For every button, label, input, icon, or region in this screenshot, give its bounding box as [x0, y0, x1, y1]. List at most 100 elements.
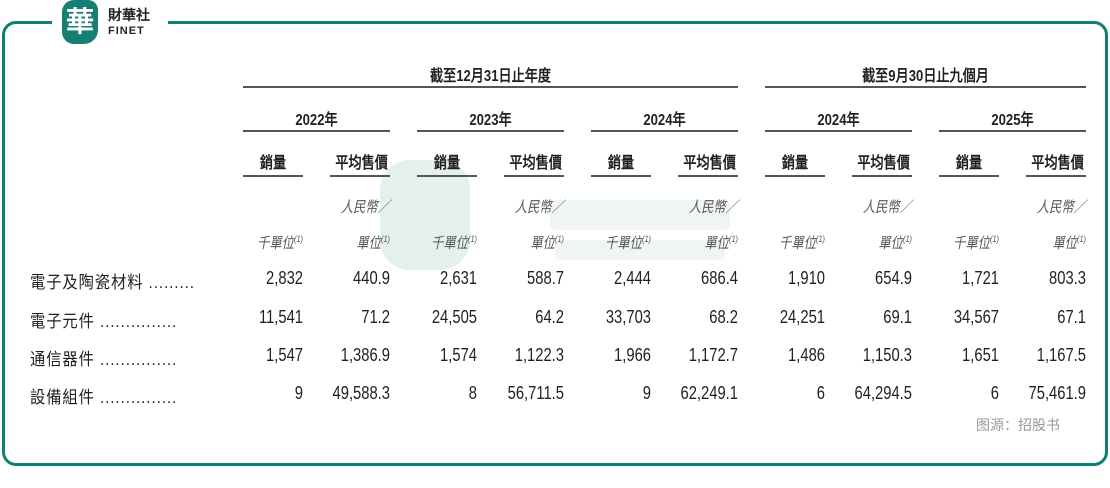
brand-name-zh: 財華社	[108, 7, 150, 23]
cell-value: 71.2	[361, 307, 390, 327]
rule	[852, 175, 912, 177]
cell-value: 1,966	[614, 345, 651, 365]
cell-value: 1,574	[440, 345, 477, 365]
footnote-marker: (1)	[989, 234, 999, 244]
cell-value: 686.4	[701, 268, 738, 288]
price-header: 平均售價	[509, 155, 562, 172]
cell-value: 1,122.3	[514, 345, 564, 365]
card-frame	[2, 21, 1108, 466]
volume-unit-text: 千單位	[257, 235, 294, 252]
rule	[330, 175, 390, 177]
cell-value: 9	[294, 383, 303, 403]
header-ninemonth: 截至9月30日止九個月	[862, 68, 989, 85]
volume-unit-text: 千單位	[779, 235, 816, 252]
volume-header: 銷量	[955, 155, 983, 172]
rule	[1026, 175, 1086, 177]
rule	[504, 175, 564, 177]
cell-value: 24,505	[431, 307, 477, 327]
footnote-marker: (1)	[467, 234, 477, 244]
footnote-marker: (1)	[641, 234, 651, 244]
cell-value: 67.1	[1057, 307, 1086, 327]
price-unit: 單位(1)	[672, 232, 738, 253]
rule	[765, 86, 1086, 88]
rule	[243, 175, 303, 177]
rule	[939, 130, 1086, 132]
rule	[417, 175, 477, 177]
year-header: 2022年	[295, 112, 338, 129]
cell-value: 6	[816, 383, 825, 403]
cell-value: 49,588.3	[332, 383, 390, 403]
volume-unit-text: 千單位	[953, 235, 990, 252]
price-unit: 單位(1)	[846, 232, 912, 253]
cell-value: 24,251	[779, 307, 825, 327]
cell-value: 56,711.5	[507, 383, 564, 403]
year-header: 2024年	[643, 112, 686, 129]
volume-header: 銷量	[259, 155, 287, 172]
footnote-marker: (1)	[815, 234, 825, 244]
cell-value: 6	[990, 383, 999, 403]
rule	[417, 130, 564, 132]
cell-value: 1,910	[788, 268, 825, 288]
cell-value: 75,461.9	[1028, 383, 1086, 403]
cell-value: 2,631	[440, 268, 477, 288]
price-unit-line1: 人民幣／	[340, 199, 390, 216]
rule	[243, 130, 390, 132]
rule	[765, 130, 912, 132]
source-note: 图源：招股书	[976, 417, 1060, 433]
price-unit: 單位(1)	[1020, 232, 1086, 253]
footnote-marker: (1)	[902, 234, 912, 244]
volume-header: 銷量	[781, 155, 809, 172]
price-header: 平均售價	[335, 155, 388, 172]
price-unit: 單位(1)	[498, 232, 564, 253]
footnote-marker: (1)	[728, 234, 738, 244]
row-label: 電子元件 ...............	[30, 312, 178, 331]
price-unit-text: 單位	[704, 235, 729, 252]
rule	[678, 175, 738, 177]
volume-unit: 千單位(1)	[254, 232, 303, 253]
price-unit-line1: 人民幣／	[1036, 199, 1086, 216]
watermark-logo-icon	[380, 160, 730, 270]
cell-value: 1,386.9	[340, 345, 390, 365]
volume-unit-text: 千單位	[605, 235, 642, 252]
cell-value: 11,541	[258, 307, 303, 327]
rule	[591, 130, 738, 132]
cell-value: 64.2	[535, 307, 564, 327]
footnote-marker: (1)	[293, 234, 303, 244]
price-unit-text: 單位	[878, 235, 903, 252]
rule	[591, 175, 651, 177]
volume-header: 銷量	[433, 155, 461, 172]
rule	[765, 175, 825, 177]
year-header: 2025年	[991, 112, 1034, 129]
finet-logo-icon: 華	[62, 0, 98, 44]
volume-header: 銷量	[607, 155, 635, 172]
cell-value: 1,547	[266, 345, 303, 365]
volume-unit-text: 千單位	[431, 235, 468, 252]
cell-value: 68.2	[709, 307, 738, 327]
year-header: 2024年	[817, 112, 860, 129]
price-unit-text: 單位	[530, 235, 555, 252]
row-label: 通信器件 ...............	[30, 350, 178, 369]
cell-value: 8	[468, 383, 477, 403]
cell-value: 1,167.5	[1036, 345, 1086, 365]
cell-value: 64,294.5	[854, 383, 912, 403]
volume-unit: 千單位(1)	[950, 232, 999, 253]
header-annual: 截至12月31日止年度	[429, 68, 552, 85]
cell-value: 440.9	[353, 268, 390, 288]
cell-value: 1,721	[962, 268, 999, 288]
price-header: 平均售價	[1031, 155, 1084, 172]
year-header: 2023年	[469, 112, 512, 129]
rule	[243, 86, 738, 88]
volume-unit: 千單位(1)	[428, 232, 477, 253]
row-label: 電子及陶瓷材料 .........	[30, 273, 195, 292]
cell-value: 1,486	[788, 345, 825, 365]
cell-value: 803.3	[1049, 268, 1086, 288]
price-unit-text: 單位	[356, 235, 381, 252]
cell-value: 1,651	[962, 345, 999, 365]
cell-value: 654.9	[875, 268, 912, 288]
footnote-marker: (1)	[554, 234, 564, 244]
cell-value: 69.1	[883, 307, 912, 327]
price-header: 平均售價	[683, 155, 736, 172]
cell-value: 588.7	[527, 268, 564, 288]
price-unit-line1: 人民幣／	[514, 199, 564, 216]
volume-unit: 千單位(1)	[602, 232, 651, 253]
